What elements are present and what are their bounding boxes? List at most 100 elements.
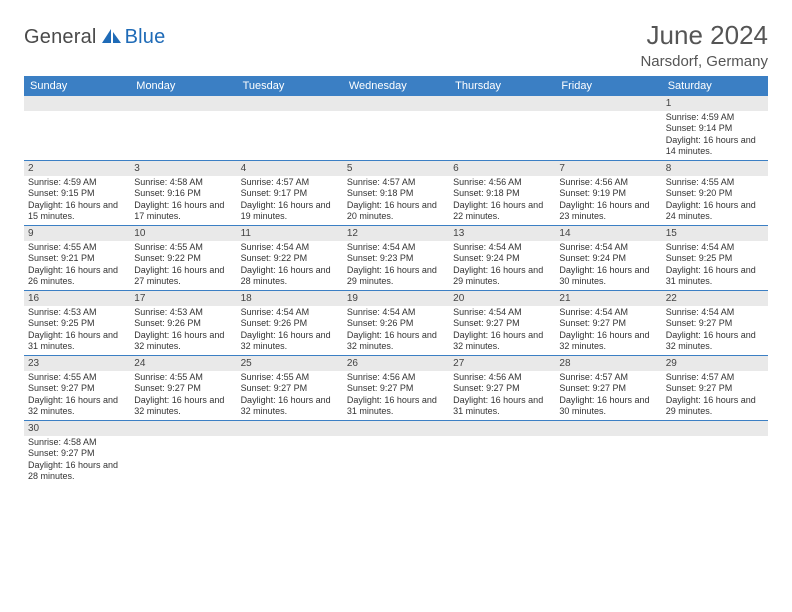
week-row: Sunrise: 4:55 AMSunset: 9:21 PMDaylight:… [24,241,768,291]
daylight-text: Daylight: 16 hours and 14 minutes. [666,135,764,158]
daynum-row: 2345678 [24,161,768,176]
sunset-text: Sunset: 9:23 PM [347,253,445,264]
sunset-text: Sunset: 9:27 PM [28,383,126,394]
sunrise-text: Sunrise: 4:54 AM [241,242,339,253]
sail-icon [101,28,123,44]
sunrise-text: Sunrise: 4:54 AM [559,242,657,253]
sunrise-text: Sunrise: 4:57 AM [241,177,339,188]
sunset-text: Sunset: 9:22 PM [241,253,339,264]
day-number: 6 [449,161,555,176]
day-cell [343,436,449,485]
daynum-row: 1 [24,96,768,111]
day-number: 11 [237,226,343,241]
sunrise-text: Sunrise: 4:57 AM [347,177,445,188]
sunset-text: Sunset: 9:18 PM [453,188,551,199]
day-header: Thursday [449,76,555,96]
daynum-row: 23242526272829 [24,356,768,371]
daylight-text: Daylight: 16 hours and 28 minutes. [241,265,339,288]
day-cell: Sunrise: 4:56 AMSunset: 9:27 PMDaylight:… [343,371,449,420]
day-cell: Sunrise: 4:56 AMSunset: 9:19 PMDaylight:… [555,176,661,225]
week-row: Sunrise: 4:58 AMSunset: 9:27 PMDaylight:… [24,436,768,485]
day-cell [24,111,130,160]
day-number: 1 [662,96,768,111]
day-number: 27 [449,356,555,371]
day-cell [130,111,236,160]
day-cell: Sunrise: 4:58 AMSunset: 9:16 PMDaylight:… [130,176,236,225]
daylight-text: Daylight: 16 hours and 32 minutes. [347,330,445,353]
daylight-text: Daylight: 16 hours and 15 minutes. [28,200,126,223]
daylight-text: Daylight: 16 hours and 20 minutes. [347,200,445,223]
day-number [343,96,449,111]
brand-text-dark: General [24,26,97,49]
daylight-text: Daylight: 16 hours and 19 minutes. [241,200,339,223]
day-cell [237,436,343,485]
brand-text-blue: Blue [125,26,166,49]
sunset-text: Sunset: 9:27 PM [666,318,764,329]
daylight-text: Daylight: 16 hours and 32 minutes. [666,330,764,353]
day-number [555,96,661,111]
day-cell: Sunrise: 4:54 AMSunset: 9:26 PMDaylight:… [237,306,343,355]
sunrise-text: Sunrise: 4:55 AM [241,372,339,383]
daylight-text: Daylight: 16 hours and 31 minutes. [28,330,126,353]
day-cell: Sunrise: 4:54 AMSunset: 9:24 PMDaylight:… [555,241,661,290]
daylight-text: Daylight: 16 hours and 29 minutes. [453,265,551,288]
sunrise-text: Sunrise: 4:58 AM [28,437,126,448]
week-row: Sunrise: 4:53 AMSunset: 9:25 PMDaylight:… [24,306,768,356]
day-number: 14 [555,226,661,241]
sunset-text: Sunset: 9:27 PM [28,448,126,459]
day-number: 19 [343,291,449,306]
day-headers-row: SundayMondayTuesdayWednesdayThursdayFrid… [24,76,768,96]
day-number: 29 [662,356,768,371]
day-number: 18 [237,291,343,306]
day-number: 9 [24,226,130,241]
daylight-text: Daylight: 16 hours and 22 minutes. [453,200,551,223]
daylight-text: Daylight: 16 hours and 32 minutes. [241,330,339,353]
day-cell: Sunrise: 4:55 AMSunset: 9:27 PMDaylight:… [24,371,130,420]
day-number: 28 [555,356,661,371]
day-number: 16 [24,291,130,306]
daynum-row: 16171819202122 [24,291,768,306]
day-cell [662,436,768,485]
day-number: 26 [343,356,449,371]
sunrise-text: Sunrise: 4:54 AM [559,307,657,318]
daylight-text: Daylight: 16 hours and 26 minutes. [28,265,126,288]
day-cell [449,111,555,160]
daylight-text: Daylight: 16 hours and 32 minutes. [559,330,657,353]
daylight-text: Daylight: 16 hours and 29 minutes. [347,265,445,288]
sunset-text: Sunset: 9:26 PM [241,318,339,329]
sunset-text: Sunset: 9:27 PM [666,383,764,394]
day-cell [130,436,236,485]
day-number [130,96,236,111]
day-cell: Sunrise: 4:55 AMSunset: 9:22 PMDaylight:… [130,241,236,290]
sunrise-text: Sunrise: 4:54 AM [347,307,445,318]
day-number: 2 [24,161,130,176]
sunrise-text: Sunrise: 4:59 AM [28,177,126,188]
sunrise-text: Sunrise: 4:56 AM [453,372,551,383]
sunset-text: Sunset: 9:15 PM [28,188,126,199]
brand-logo: General Blue [24,26,165,49]
day-cell: Sunrise: 4:55 AMSunset: 9:27 PMDaylight:… [130,371,236,420]
day-cell: Sunrise: 4:55 AMSunset: 9:20 PMDaylight:… [662,176,768,225]
day-cell: Sunrise: 4:53 AMSunset: 9:26 PMDaylight:… [130,306,236,355]
day-cell: Sunrise: 4:55 AMSunset: 9:21 PMDaylight:… [24,241,130,290]
day-number: 7 [555,161,661,176]
daylight-text: Daylight: 16 hours and 31 minutes. [347,395,445,418]
sunrise-text: Sunrise: 4:56 AM [559,177,657,188]
day-cell: Sunrise: 4:57 AMSunset: 9:27 PMDaylight:… [662,371,768,420]
day-cell: Sunrise: 4:57 AMSunset: 9:27 PMDaylight:… [555,371,661,420]
day-cell: Sunrise: 4:59 AMSunset: 9:15 PMDaylight:… [24,176,130,225]
day-cell: Sunrise: 4:53 AMSunset: 9:25 PMDaylight:… [24,306,130,355]
sunset-text: Sunset: 9:25 PM [28,318,126,329]
title-block: June 2024 Narsdorf, Germany [640,20,768,70]
page-title: June 2024 [640,20,768,51]
calendar-grid: SundayMondayTuesdayWednesdayThursdayFrid… [24,76,768,485]
daylight-text: Daylight: 16 hours and 30 minutes. [559,265,657,288]
day-cell: Sunrise: 4:54 AMSunset: 9:22 PMDaylight:… [237,241,343,290]
sunset-text: Sunset: 9:27 PM [241,383,339,394]
day-number: 30 [24,421,130,436]
week-row: Sunrise: 4:55 AMSunset: 9:27 PMDaylight:… [24,371,768,421]
day-cell: Sunrise: 4:54 AMSunset: 9:23 PMDaylight:… [343,241,449,290]
day-number: 5 [343,161,449,176]
sunset-text: Sunset: 9:14 PM [666,123,764,134]
sunset-text: Sunset: 9:21 PM [28,253,126,264]
